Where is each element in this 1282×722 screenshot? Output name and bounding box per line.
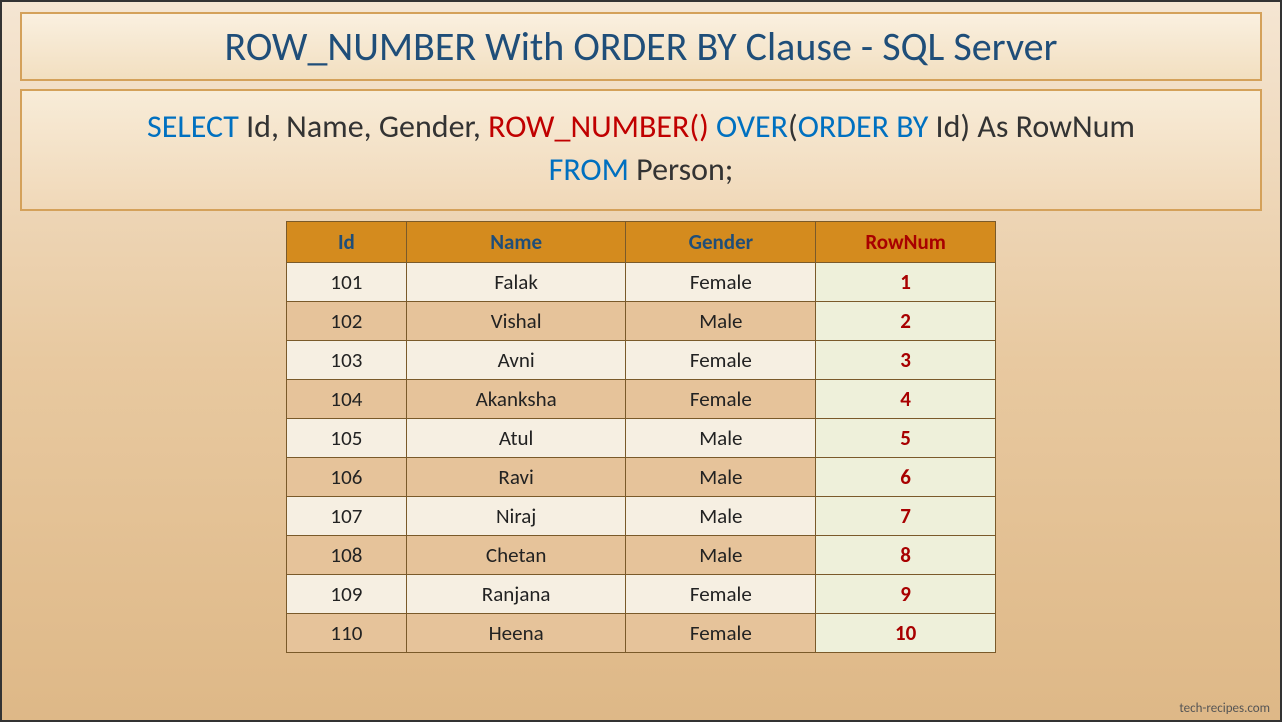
table-row: 109RanjanaFemale9 bbox=[287, 575, 996, 614]
cell-gender: Male bbox=[626, 497, 816, 536]
sql-token: ROW_NUMBER() bbox=[488, 107, 709, 146]
table-row: 107NirajMale7 bbox=[287, 497, 996, 536]
table-row: 104AkankshaFemale4 bbox=[287, 380, 996, 419]
cell-name: Vishal bbox=[406, 302, 626, 341]
cell-gender: Male bbox=[626, 536, 816, 575]
sql-token: ORDER BY bbox=[798, 107, 929, 146]
table-header: IdNameGenderRowNum bbox=[287, 222, 996, 263]
page-title: ROW_NUMBER With ORDER BY Clause - SQL Se… bbox=[32, 22, 1250, 71]
cell-gender: Male bbox=[626, 458, 816, 497]
sql-token: OVER bbox=[716, 107, 788, 146]
cell-name: Chetan bbox=[406, 536, 626, 575]
cell-rownum: 1 bbox=[816, 263, 996, 302]
cell-rownum: 5 bbox=[816, 419, 996, 458]
sql-token: FROM bbox=[549, 150, 629, 189]
cell-name: Ravi bbox=[406, 458, 626, 497]
cell-id: 106 bbox=[287, 458, 407, 497]
cell-rownum: 6 bbox=[816, 458, 996, 497]
cell-gender: Male bbox=[626, 419, 816, 458]
cell-id: 105 bbox=[287, 419, 407, 458]
column-header-rownum: RowNum bbox=[816, 222, 996, 263]
cell-name: Heena bbox=[406, 614, 626, 653]
cell-rownum: 3 bbox=[816, 341, 996, 380]
cell-name: Akanksha bbox=[406, 380, 626, 419]
sql-token: Id) As RowNum bbox=[928, 107, 1135, 146]
cell-name: Ranjana bbox=[406, 575, 626, 614]
cell-name: Niraj bbox=[406, 497, 626, 536]
sql-token: Id, Name, Gender, bbox=[239, 107, 488, 146]
table-row: 108ChetanMale8 bbox=[287, 536, 996, 575]
sql-token: Person; bbox=[629, 150, 733, 189]
sql-query-box: SELECT Id, Name, Gender, ROW_NUMBER() OV… bbox=[20, 89, 1262, 211]
title-box: ROW_NUMBER With ORDER BY Clause - SQL Se… bbox=[20, 12, 1262, 81]
cell-id: 109 bbox=[287, 575, 407, 614]
cell-name: Atul bbox=[406, 419, 626, 458]
cell-rownum: 9 bbox=[816, 575, 996, 614]
cell-gender: Female bbox=[626, 614, 816, 653]
cell-id: 107 bbox=[287, 497, 407, 536]
sql-token: ( bbox=[788, 107, 798, 146]
table-row: 103AvniFemale3 bbox=[287, 341, 996, 380]
cell-id: 110 bbox=[287, 614, 407, 653]
cell-rownum: 7 bbox=[816, 497, 996, 536]
cell-rownum: 10 bbox=[816, 614, 996, 653]
cell-gender: Female bbox=[626, 380, 816, 419]
cell-gender: Female bbox=[626, 575, 816, 614]
cell-name: Avni bbox=[406, 341, 626, 380]
cell-rownum: 8 bbox=[816, 536, 996, 575]
cell-id: 101 bbox=[287, 263, 407, 302]
table-row: 101FalakFemale1 bbox=[287, 263, 996, 302]
cell-id: 104 bbox=[287, 380, 407, 419]
cell-gender: Female bbox=[626, 341, 816, 380]
result-table: IdNameGenderRowNum 101FalakFemale1102Vis… bbox=[286, 221, 996, 653]
table-row: 105AtulMale5 bbox=[287, 419, 996, 458]
cell-gender: Female bbox=[626, 263, 816, 302]
credit-label: tech-recipes.com bbox=[1179, 701, 1270, 716]
column-header-id: Id bbox=[287, 222, 407, 263]
cell-name: Falak bbox=[406, 263, 626, 302]
column-header-name: Name bbox=[406, 222, 626, 263]
cell-id: 102 bbox=[287, 302, 407, 341]
table-body: 101FalakFemale1102VishalMale2103AvniFema… bbox=[287, 263, 996, 653]
cell-id: 108 bbox=[287, 536, 407, 575]
table-wrap: IdNameGenderRowNum 101FalakFemale1102Vis… bbox=[2, 221, 1280, 653]
cell-gender: Male bbox=[626, 302, 816, 341]
sql-token: SELECT bbox=[147, 107, 239, 146]
table-row: 102VishalMale2 bbox=[287, 302, 996, 341]
cell-rownum: 4 bbox=[816, 380, 996, 419]
table-row: 106RaviMale6 bbox=[287, 458, 996, 497]
cell-id: 103 bbox=[287, 341, 407, 380]
sql-token bbox=[709, 107, 716, 146]
table-row: 110HeenaFemale10 bbox=[287, 614, 996, 653]
cell-rownum: 2 bbox=[816, 302, 996, 341]
column-header-gender: Gender bbox=[626, 222, 816, 263]
